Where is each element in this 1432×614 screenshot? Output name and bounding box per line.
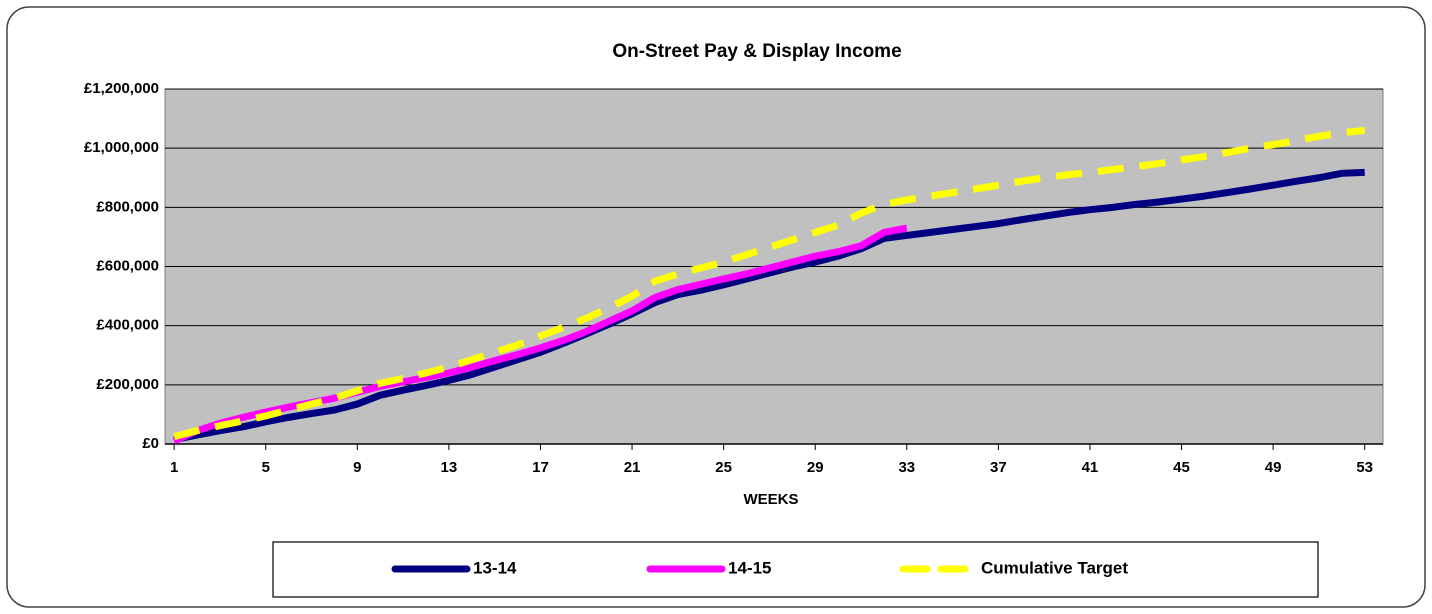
x-tick-label: 49 (1265, 459, 1282, 476)
y-tick-label: £0 (142, 435, 159, 452)
x-tick-label: 37 (990, 459, 1007, 476)
y-tick-label: £200,000 (96, 376, 159, 393)
y-tick-label: £1,000,000 (84, 139, 159, 156)
x-tick-label: 41 (1082, 459, 1099, 476)
x-tick-label: 5 (262, 459, 270, 476)
x-tick-label: 45 (1173, 459, 1190, 476)
legend-label: Cumulative Target (981, 558, 1128, 577)
legend-label: 14-15 (728, 558, 771, 577)
x-tick-label: 13 (441, 459, 458, 476)
y-tick-label: £1,200,000 (84, 80, 159, 97)
x-tick-label: 33 (898, 459, 915, 476)
series-line (173, 168, 1365, 443)
legend-label: 13-14 (473, 558, 517, 577)
y-tick-label: £800,000 (96, 198, 159, 215)
x-tick-label: 1 (170, 459, 178, 476)
x-axis-title: WEEKS (743, 491, 798, 508)
x-tick-label: 17 (532, 459, 549, 476)
x-tick-label: 25 (715, 459, 732, 476)
x-tick-label: 53 (1356, 459, 1373, 476)
chart-title: On-Street Pay & Display Income (612, 41, 901, 62)
x-tick-label: 9 (353, 459, 361, 476)
y-tick-label: £600,000 (96, 257, 159, 274)
y-tick-label: £400,000 (96, 317, 159, 334)
x-tick-label: 29 (807, 459, 824, 476)
x-tick-label: 21 (624, 459, 641, 476)
